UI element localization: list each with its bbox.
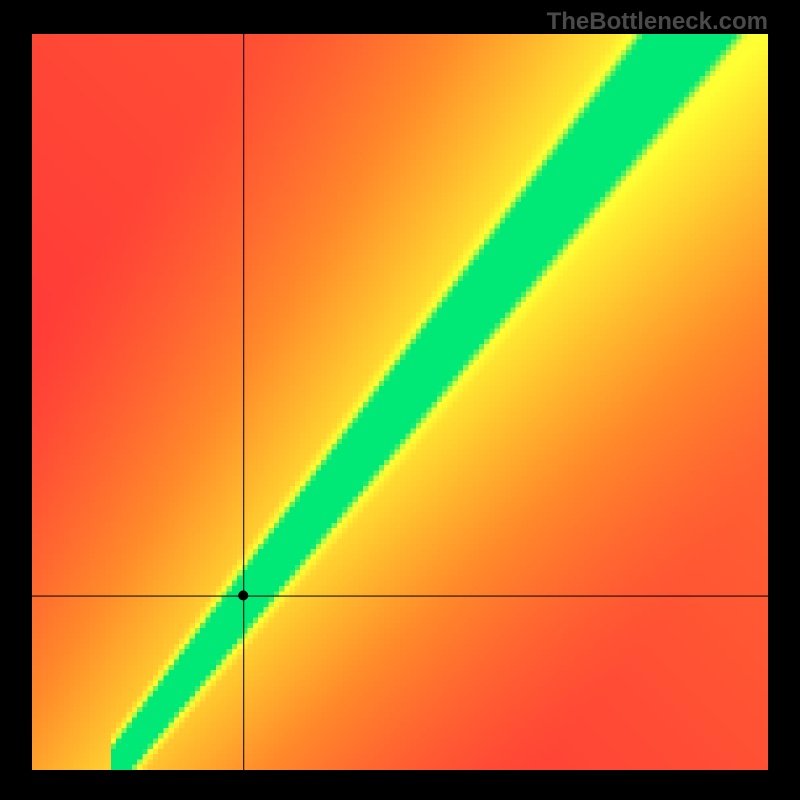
- heatmap-plot: [32, 34, 768, 770]
- watermark-text: TheBottleneck.com: [547, 8, 768, 36]
- crosshair-overlay: [32, 34, 768, 770]
